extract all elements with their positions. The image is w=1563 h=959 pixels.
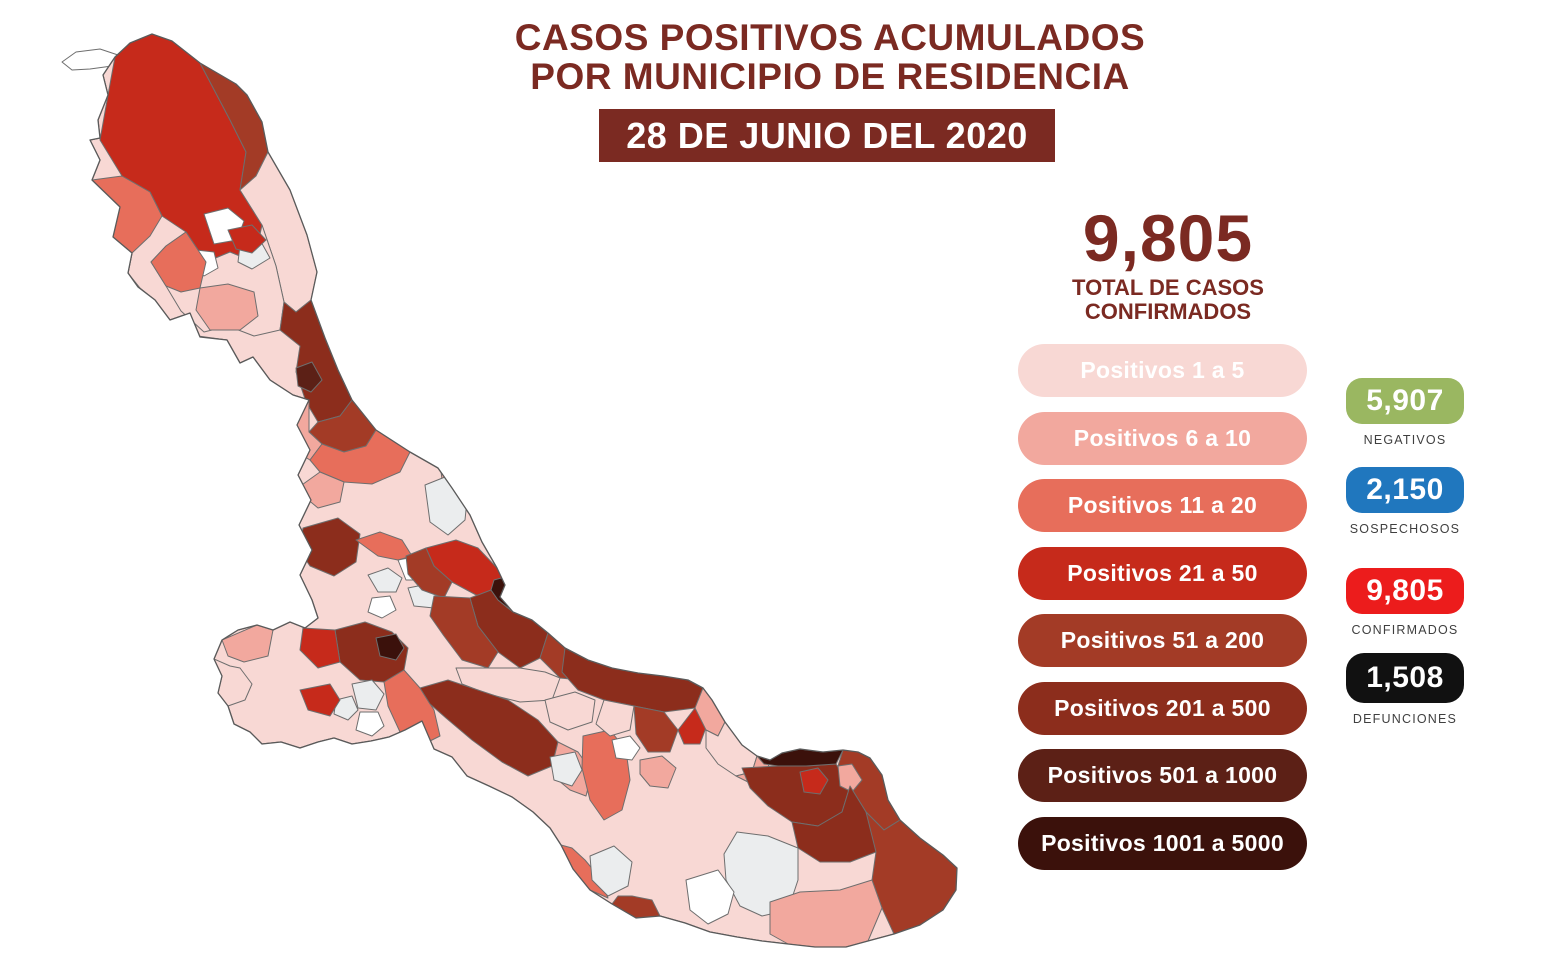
- municipality-region: [299, 683, 341, 717]
- municipality-region: [405, 547, 453, 599]
- stat-label-confirmados: CONFIRMADOS: [1351, 623, 1459, 637]
- total-confirmed-label: TOTAL DE CASOS CONFIRMADOS: [1072, 275, 1264, 324]
- municipality-region: [685, 869, 735, 925]
- municipality-region: [221, 624, 274, 663]
- municipality-region: [837, 763, 863, 793]
- municipality-region: [150, 231, 207, 293]
- municipality-region: [375, 633, 405, 661]
- municipality-region: [351, 679, 385, 711]
- legend-item-8: Positivos 1001 a 5000: [1018, 816, 1307, 870]
- municipality-region: [355, 711, 385, 737]
- stat-confirmados: 9,805 CONFIRMADOS: [1346, 568, 1464, 637]
- stat-badge-negativos: 5,907: [1346, 378, 1464, 424]
- stat-label-negativos: NEGATIVOS: [1363, 433, 1447, 447]
- veracruz-choropleth-map: [61, 33, 958, 948]
- municipality-region: [227, 224, 267, 254]
- stat-badge-sospechosos: 2,150: [1346, 467, 1464, 513]
- page-title: CASOS POSITIVOS ACUMULADOS POR MUNICIPIO…: [480, 18, 1180, 96]
- municipality-region: [611, 735, 641, 761]
- stat-badge-confirmados: 9,805: [1346, 568, 1464, 614]
- stat-label-sospechosos: SOSPECHOSOS: [1349, 522, 1461, 536]
- state-outline: [89, 33, 958, 948]
- legend-item-2: Positivos 6 a 10: [1018, 411, 1307, 465]
- stat-label-defunciones: DEFUNCIONES: [1352, 712, 1458, 726]
- municipality-region: [549, 751, 583, 787]
- municipality-region: [295, 361, 323, 393]
- date-banner: 28 DE JUNIO DEL 2020: [599, 109, 1055, 162]
- municipality-region: [367, 595, 397, 619]
- title-line-2: POR MUNICIPIO DE RESIDENCIA: [530, 56, 1130, 97]
- legend-item-3: Positivos 11 a 20: [1018, 479, 1307, 532]
- municipality-region: [595, 699, 635, 737]
- legend-item-1: Positivos 1 a 5: [1018, 344, 1307, 397]
- municipality-region: [633, 705, 679, 753]
- total-confirmed-value: 9,805: [1082, 201, 1254, 275]
- title-line-1: CASOS POSITIVOS ACUMULADOS: [514, 17, 1146, 58]
- municipality-region: [799, 767, 829, 795]
- municipality-region: [383, 669, 441, 747]
- stat-sospechosos: 2,150 SOSPECHOSOS: [1346, 467, 1464, 536]
- legend: Positivos 1 a 5 Positivos 6 a 10 Positivos…: [1018, 344, 1307, 884]
- legend-item-7: Positivos 501 a 1000: [1018, 749, 1307, 802]
- stat-negativos: 5,907 NEGATIVOS: [1346, 378, 1464, 447]
- summary-stats: 5,907 NEGATIVOS 2,150 SOSPECHOSOS 9,805 CONFI…: [1346, 378, 1464, 746]
- municipality-region: [639, 755, 677, 789]
- legend-item-5: Positivos 51 a 200: [1018, 614, 1307, 667]
- legend-item-6: Positivos 201 a 500: [1018, 681, 1307, 735]
- legend-item-4: Positivos 21 a 50: [1018, 546, 1307, 600]
- municipality-region: [589, 845, 633, 897]
- total-confirmed-block: 9,805 TOTAL DE CASOS CONFIRMADOS: [1023, 201, 1313, 324]
- municipality-region: [544, 691, 596, 731]
- municipality-region: [367, 567, 403, 593]
- municipality-region: [299, 627, 341, 669]
- stat-defunciones: 1,508 DEFUNCIONES: [1346, 653, 1464, 726]
- municipality-region: [195, 283, 259, 331]
- stat-badge-defunciones: 1,508: [1346, 653, 1464, 703]
- municipality-region: [333, 695, 359, 721]
